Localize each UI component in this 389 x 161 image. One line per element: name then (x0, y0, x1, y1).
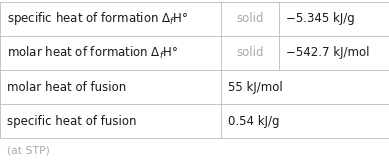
Text: 55 kJ/mol: 55 kJ/mol (228, 81, 283, 94)
Text: −542.7 kJ/mol: −542.7 kJ/mol (286, 46, 369, 59)
Text: specific heat of formation Δ$_{f}$H°: specific heat of formation Δ$_{f}$H° (7, 10, 188, 27)
Text: (at STP): (at STP) (7, 146, 50, 156)
Text: specific heat of fusion: specific heat of fusion (7, 115, 137, 128)
Text: 0.54 kJ/g: 0.54 kJ/g (228, 115, 279, 128)
Text: molar heat of fusion: molar heat of fusion (7, 81, 126, 94)
Bar (0, 2, 389, 138)
Text: molar heat of formation Δ$_{f}$H°: molar heat of formation Δ$_{f}$H° (7, 45, 178, 61)
Text: −5.345 kJ/g: −5.345 kJ/g (286, 12, 354, 25)
Text: solid: solid (236, 12, 263, 25)
Text: solid: solid (236, 46, 263, 59)
